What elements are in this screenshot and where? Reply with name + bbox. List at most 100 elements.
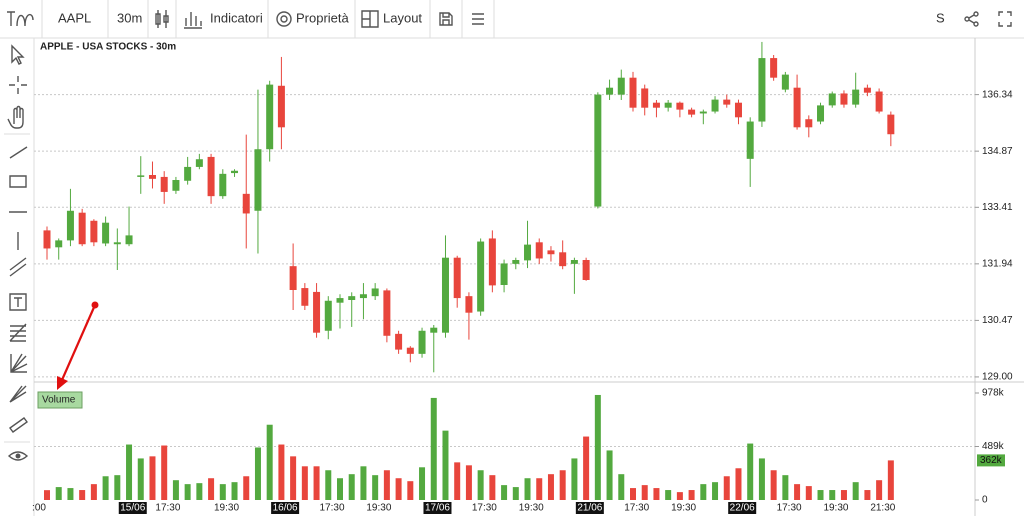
candle-body (594, 94, 602, 207)
chart-title: APPLE - USA STOCKS - 30m (40, 42, 176, 53)
candle-body (770, 58, 778, 78)
candle-body (887, 114, 895, 135)
chart-type-button[interactable] (155, 10, 169, 28)
rectangle-tool[interactable] (9, 175, 27, 188)
volume-bar (325, 470, 332, 500)
volume-bar (231, 482, 238, 500)
candle-body (219, 173, 227, 197)
volume-label: Volume (42, 395, 76, 406)
candle-body (524, 244, 532, 261)
share-button[interactable] (964, 11, 979, 27)
candle-body (172, 180, 180, 191)
trendline-tool[interactable] (9, 146, 28, 159)
interval[interactable]: 30m (117, 10, 142, 25)
crosshair-tool[interactable] (9, 76, 27, 94)
visibility-toggle[interactable] (7, 451, 29, 461)
candle-body (606, 87, 614, 95)
candle-body (817, 105, 825, 122)
pan-tool[interactable] (7, 105, 24, 129)
volume-bar (149, 456, 156, 500)
candle-body (160, 176, 168, 192)
candle-body (875, 91, 883, 112)
candle-body (676, 102, 684, 110)
volume-bar (126, 444, 133, 500)
annotation-arrowhead (57, 376, 68, 390)
plot-area: 129.00 130.47 131.94 133.41 134.87 136.34 0 489… (32, 41, 1013, 514)
indicators-button[interactable]: Indicatori (210, 10, 263, 25)
volume-bar (219, 484, 226, 500)
last-volume-tag (977, 454, 1005, 467)
layout-icon[interactable] (361, 10, 379, 28)
volume-bar (700, 484, 707, 500)
volume-bar (559, 470, 566, 500)
candle-body (641, 88, 649, 108)
candle-body (430, 327, 438, 333)
volume-bar (419, 467, 426, 500)
properties-button[interactable]: Proprietà (296, 10, 350, 25)
volume-bar (665, 490, 672, 500)
volume-bar (383, 470, 390, 500)
volume-bar (864, 490, 871, 500)
volume-bar (67, 488, 74, 500)
volume-bar (723, 476, 730, 500)
volume-bar (477, 470, 484, 500)
pitchfork-tool[interactable] (9, 385, 27, 403)
candle-body (547, 250, 555, 255)
y-tick-label: 130.47 (982, 315, 1013, 326)
x-tick-label: 17:30 (777, 503, 802, 514)
y2-tick-label: 489k (982, 441, 1005, 452)
indicators-icon[interactable] (184, 12, 202, 29)
volume-bar (712, 482, 719, 500)
candle-body (688, 109, 696, 115)
logo[interactable] (7, 11, 34, 27)
layout-button[interactable]: Layout (383, 10, 422, 25)
symbol[interactable]: AAPL (58, 10, 91, 25)
x-day-label-bg (728, 502, 757, 514)
volume-bar (55, 487, 62, 500)
pointer-tool[interactable] (11, 44, 25, 65)
candle-body (383, 290, 391, 336)
candle-body (324, 300, 332, 331)
candle-body (840, 93, 848, 105)
candle-body (734, 102, 742, 118)
measure-tool[interactable] (9, 417, 28, 433)
volume-bar (501, 485, 508, 500)
user-button[interactable]: S (936, 10, 945, 25)
candle-body (652, 102, 660, 108)
x-tick-label: 17:30 (624, 503, 649, 514)
candle-body (184, 166, 192, 181)
fibonacci-tool[interactable] (9, 323, 27, 342)
x-tick-label: 17:30 (472, 503, 497, 514)
candle-body (336, 298, 344, 303)
gann-tool[interactable] (10, 353, 28, 373)
volume-bar (583, 436, 590, 500)
x-tick-label: 15/06 (120, 503, 145, 514)
text-tool[interactable] (9, 293, 27, 311)
x-tick-label: 21:30 (870, 503, 895, 514)
x-tick-label: :00 (32, 503, 46, 514)
x-day-label-bg (118, 502, 147, 514)
left-toolbar (4, 44, 30, 461)
candle-body (441, 257, 449, 333)
candle-body (781, 74, 789, 90)
volume-bar (454, 462, 461, 500)
candle-body (242, 193, 250, 214)
x-day-label-bg (575, 502, 604, 514)
fullscreen-button[interactable] (998, 11, 1012, 27)
candle-body (723, 99, 731, 105)
menu-button[interactable] (472, 13, 484, 25)
volume-bar (735, 468, 742, 500)
candle-body (477, 241, 485, 312)
volume-bar (337, 478, 343, 500)
properties-icon[interactable] (276, 11, 292, 27)
volume-bar (90, 484, 97, 500)
candle-body (125, 235, 133, 245)
volume-bar (512, 487, 519, 500)
save-button[interactable] (439, 12, 453, 26)
volume-bar (290, 456, 297, 500)
candle-body (664, 102, 672, 108)
volume-bar (630, 488, 636, 500)
volume-bar (876, 480, 883, 500)
channel-tool[interactable] (9, 257, 27, 277)
